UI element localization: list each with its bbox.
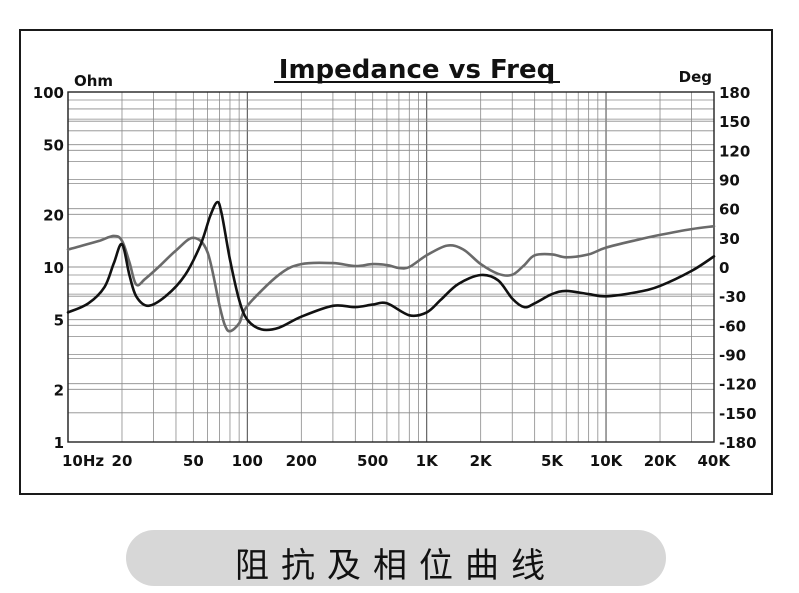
phase-curve [66, 224, 716, 333]
y-right-tick-label: 60 [719, 201, 740, 219]
chart-frame [19, 29, 773, 495]
x-tick-label: 40K [698, 452, 732, 470]
caption-text: 阻抗及相位曲线 [235, 546, 557, 586]
x-tick-label: 2K [470, 452, 493, 470]
y-right-tick-label: -120 [719, 376, 757, 394]
x-tick-label: 200 [286, 452, 317, 470]
y-right-tick-label: 30 [719, 230, 740, 248]
x-tick-label: 10Hz [62, 452, 104, 470]
y-left-tick-label: 2 [54, 381, 64, 399]
x-tick-label: 100 [232, 452, 263, 470]
y-left-tick-label: 100 [33, 84, 64, 102]
y-left-tick-label: 50 [43, 137, 64, 155]
y-right-tick-label: 120 [719, 142, 750, 160]
y-left-tick-label: 10 [43, 259, 64, 277]
y-right-tick-label: -90 [719, 347, 746, 365]
y-right-tick-label: -180 [719, 434, 757, 452]
y-right-tick-label: -150 [719, 405, 757, 423]
y-right-tick-label: 150 [719, 113, 750, 131]
x-tick-label: 1K [416, 452, 439, 470]
y-left-tick-label: 1 [54, 434, 64, 452]
y-right-tick-label: 180 [719, 84, 750, 102]
plot-border [67, 91, 715, 443]
y-right-tick-label: 90 [719, 172, 740, 190]
x-tick-label: 20 [112, 452, 133, 470]
caption-pill: 阻抗及相位曲线 [126, 530, 666, 586]
y-right-unit-label: Deg [679, 68, 712, 86]
x-tick-label: 20K [644, 452, 678, 470]
x-tick-label: 5K [541, 452, 564, 470]
y-right-tick-label: -30 [719, 288, 746, 306]
y-left-tick-label: 20 [43, 206, 64, 224]
y-right-tick-label: -60 [719, 317, 746, 335]
x-tick-label: 10K [590, 452, 624, 470]
chart-title: Impedance vs Freq [279, 55, 555, 85]
x-tick-label: 50 [183, 452, 204, 470]
y-left-unit-label: Ohm [74, 72, 113, 90]
y-right-tick-label: 0 [719, 259, 729, 277]
x-tick-label: 500 [357, 452, 388, 470]
y-left-tick-label: 5 [54, 312, 64, 330]
impedance-curve [66, 200, 716, 332]
